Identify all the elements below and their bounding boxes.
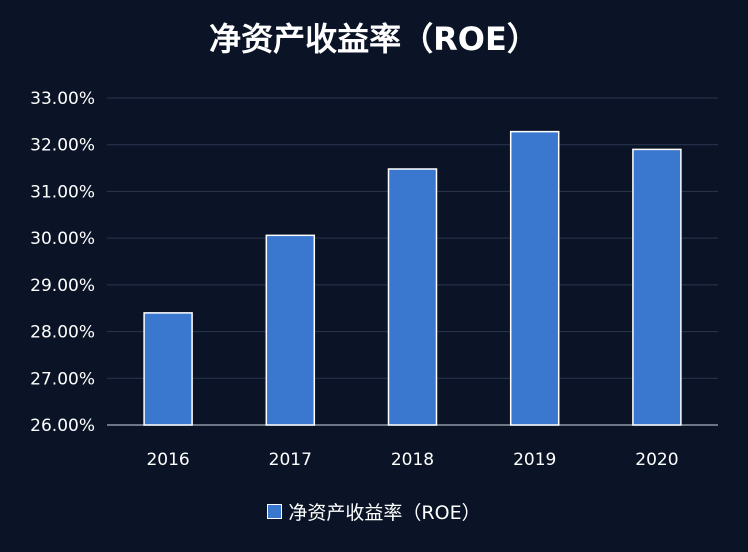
bar	[509, 130, 560, 426]
y-tick-label: 30.00%	[30, 229, 95, 249]
chart-title: 净资产收益率（ROE）	[209, 20, 539, 58]
bar	[387, 168, 438, 426]
y-tick-label: 27.00%	[30, 369, 95, 389]
x-tick-label: 2017	[269, 450, 312, 470]
bar	[265, 234, 316, 426]
x-tick-label: 2019	[513, 450, 556, 470]
legend-label: 净资产收益率（ROE）	[288, 502, 481, 524]
x-tick-label: 2020	[635, 450, 678, 470]
y-tick-label: 33.00%	[30, 89, 95, 109]
y-tick-label: 29.00%	[30, 276, 95, 296]
x-tick-label: 2016	[146, 450, 189, 470]
y-tick-label: 26.00%	[30, 416, 95, 436]
y-tick-label: 31.00%	[30, 182, 95, 202]
y-tick-label: 28.00%	[30, 323, 95, 343]
bar	[632, 148, 682, 426]
legend-swatch	[267, 504, 283, 519]
legend: 净资产收益率（ROE）	[0, 498, 748, 525]
y-tick-label: 32.00%	[30, 136, 95, 156]
x-tick-label: 2018	[391, 450, 434, 470]
bar	[143, 312, 193, 426]
